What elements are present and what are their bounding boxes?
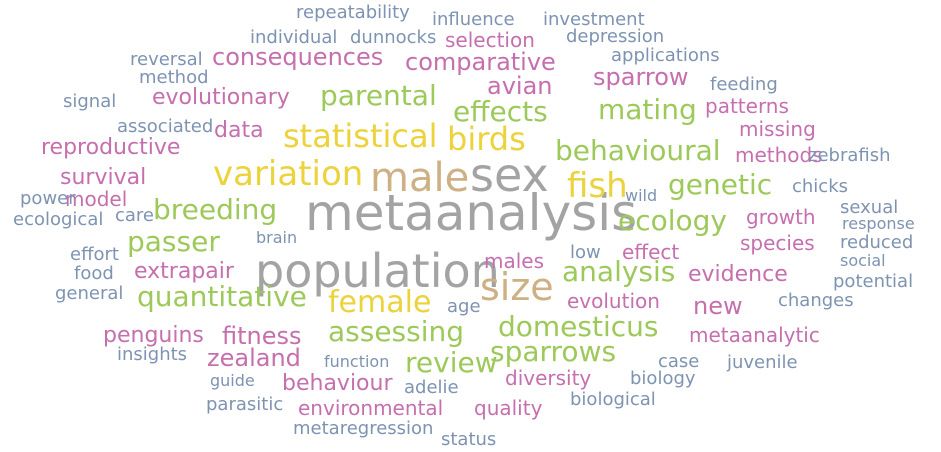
word-chicks: chicks xyxy=(792,176,849,197)
word-reversal: reversal xyxy=(130,49,203,70)
word-influence: influence xyxy=(432,9,515,30)
word-food: food xyxy=(74,263,114,284)
word-feeding: feeding xyxy=(710,74,778,95)
word-patterns: patterns xyxy=(705,94,789,118)
word-care: care xyxy=(115,205,155,226)
word-biology: biology xyxy=(630,368,696,389)
word-missing: missing xyxy=(739,117,816,141)
word-evolutionary: evolutionary xyxy=(152,85,290,110)
word-zealand: zealand xyxy=(207,344,301,372)
word-metaanalysis: metaanalysis xyxy=(305,184,638,242)
word-extrapair: extrapair xyxy=(134,259,234,284)
word-avian: avian xyxy=(487,72,553,100)
word-males: males xyxy=(484,249,545,273)
word-social: social xyxy=(840,251,886,270)
word-applications: applications xyxy=(611,45,720,66)
word-general: general xyxy=(55,283,124,304)
word-potential: potential xyxy=(833,271,914,292)
word-ecological: ecological xyxy=(13,209,104,230)
word-quantitative: quantitative xyxy=(137,280,307,313)
word-penguins: penguins xyxy=(103,323,204,348)
word-reproductive: reproductive xyxy=(41,135,181,160)
word-comparative: comparative xyxy=(405,48,556,76)
word-investment: investment xyxy=(543,9,645,30)
word-method: method xyxy=(139,67,209,88)
word-assessing: assessing xyxy=(328,315,465,348)
word-reduced: reduced xyxy=(840,232,914,253)
word-insights: insights xyxy=(117,344,188,365)
word-genetic: genetic xyxy=(668,168,773,201)
word-ecology: ecology xyxy=(618,204,728,237)
word-environmental: environmental xyxy=(298,396,444,420)
word-metaanalytic: metaanalytic xyxy=(689,323,820,347)
word-population: population xyxy=(255,244,500,298)
word-diversity: diversity xyxy=(505,366,592,390)
word-evolution: evolution xyxy=(567,289,660,313)
word-power: power xyxy=(20,188,76,209)
word-passer: passer xyxy=(127,225,220,258)
word-review: review xyxy=(405,346,498,379)
word-metaregression: metaregression xyxy=(293,418,434,439)
word-male: male xyxy=(370,155,470,201)
word-survival: survival xyxy=(60,165,147,190)
word-individual: individual xyxy=(250,27,338,48)
word-model: model xyxy=(65,187,128,211)
word-wild: wild xyxy=(625,186,658,205)
word-new: new xyxy=(693,292,743,320)
word-parasitic: parasitic xyxy=(206,394,284,415)
word-domesticus: domesticus xyxy=(498,310,659,343)
word-selection: selection xyxy=(445,28,535,52)
word-parental: parental xyxy=(320,79,437,112)
word-fitness: fitness xyxy=(222,322,302,350)
word-zebrafish: zebrafish xyxy=(808,145,891,166)
word-associated: associated xyxy=(117,116,214,137)
word-behavioural: behavioural xyxy=(555,134,721,167)
word-analysis: analysis xyxy=(562,255,676,288)
word-effects: effects xyxy=(453,95,548,128)
word-evidence: evidence xyxy=(688,262,788,287)
word-sex: sex xyxy=(470,148,549,202)
word-methods: methods xyxy=(735,143,823,167)
word-dunnocks: dunnocks xyxy=(350,27,437,48)
word-mating: mating xyxy=(598,93,697,126)
word-brain: brain xyxy=(256,228,298,247)
word-size: size xyxy=(480,265,554,309)
word-consequences: consequences xyxy=(212,43,384,71)
word-breeding: breeding xyxy=(153,193,278,226)
word-depression: depression xyxy=(566,26,665,47)
word-effect: effect xyxy=(622,240,680,264)
word-biological: biological xyxy=(570,389,656,410)
word-changes: changes xyxy=(778,290,854,311)
word-species: species xyxy=(740,231,815,255)
word-age: age xyxy=(447,296,481,317)
word-birds: birds xyxy=(447,120,526,158)
word-guide: guide xyxy=(210,371,255,390)
word-effort: effort xyxy=(70,244,119,265)
word-growth: growth xyxy=(746,205,816,229)
word-low: low xyxy=(570,242,601,263)
word-sparrows: sparrows xyxy=(490,335,617,368)
word-function: function xyxy=(324,352,390,371)
word-behaviour: behaviour xyxy=(282,371,393,396)
word-juvenile: juvenile xyxy=(727,352,798,373)
word-adelie: adelie xyxy=(404,377,459,398)
word-case: case xyxy=(658,351,700,372)
word-repeatability: repeatability xyxy=(296,2,410,23)
word-response: response xyxy=(842,214,915,233)
word-sparrow: sparrow xyxy=(593,63,689,91)
word-female: female xyxy=(328,285,432,320)
word-signal: signal xyxy=(63,91,117,112)
word-statistical: statistical xyxy=(283,117,438,155)
word-variation: variation xyxy=(213,154,364,194)
word-status: status xyxy=(441,429,497,450)
word-quality: quality xyxy=(474,396,543,420)
word-data: data xyxy=(214,118,264,143)
word-fish: fish xyxy=(567,166,628,206)
word-sexual: sexual xyxy=(840,197,899,218)
